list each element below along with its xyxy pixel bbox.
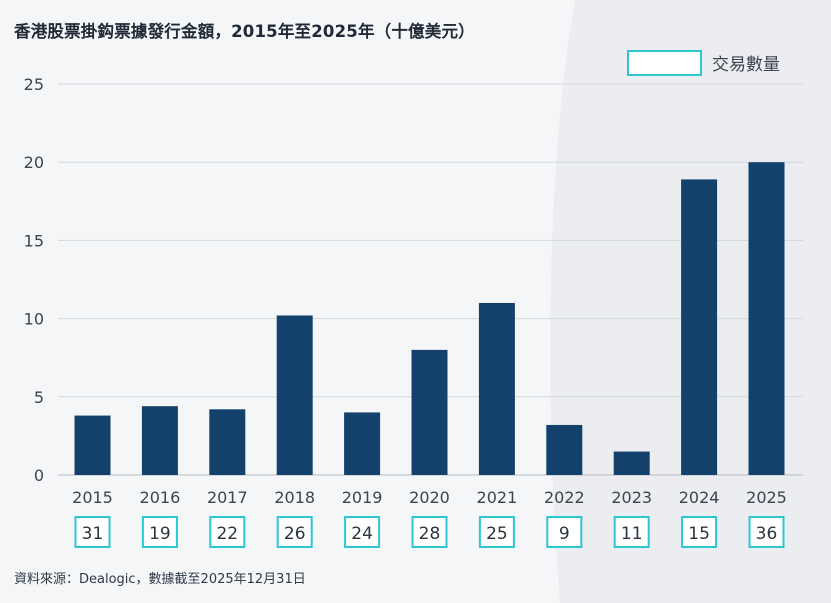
x-tick-label: 2024 xyxy=(679,488,720,507)
x-tick-label: 2015 xyxy=(72,488,113,507)
chart-title: 香港股票掛鈎票據發行金額，2015年至2025年（十億美元） xyxy=(14,22,475,41)
deal-count-box xyxy=(411,516,448,548)
deal-count-box xyxy=(681,516,718,548)
y-tick-label: 25 xyxy=(24,75,44,94)
deal-count-label: 31 xyxy=(82,524,104,544)
legend-label: 交易數量 xyxy=(712,55,780,75)
y-tick-label: 15 xyxy=(24,231,44,250)
deal-count-label: 26 xyxy=(284,524,306,544)
x-tick-label: 2021 xyxy=(477,488,518,507)
deal-count-box xyxy=(546,516,583,548)
y-tick-label: 5 xyxy=(34,388,44,407)
x-tick-label: 2016 xyxy=(140,488,181,507)
legend: 交易數量 xyxy=(627,50,780,76)
x-tick-label: 2022 xyxy=(544,488,585,507)
deal-count-box xyxy=(74,516,111,548)
bars xyxy=(74,162,785,476)
x-tick-label: 2023 xyxy=(611,488,652,507)
deal-count-label: 25 xyxy=(486,524,508,544)
x-tick-label: 2025 xyxy=(746,488,787,507)
legend-swatch-box xyxy=(627,50,702,76)
deal-count-box xyxy=(141,516,178,548)
bar xyxy=(411,349,448,475)
x-tick-label: 2017 xyxy=(207,488,248,507)
deal-count-box xyxy=(748,516,785,548)
bar xyxy=(613,451,650,475)
x-tick-label: 2020 xyxy=(409,488,450,507)
bar xyxy=(478,302,515,475)
deal-count-label: 24 xyxy=(351,524,373,544)
bar xyxy=(748,162,785,475)
source-note: 資料來源：Dealogic，數據截至2025年12月31日 xyxy=(14,572,306,587)
deal-count-box xyxy=(344,516,381,548)
deal-count-label: 28 xyxy=(419,524,441,544)
deal-count-box xyxy=(478,516,515,548)
bar xyxy=(546,424,583,475)
y-tick-label: 10 xyxy=(24,310,44,329)
deal-count-box xyxy=(209,516,246,548)
y-axis-ticks: 0 5 10 15 20 25 xyxy=(24,75,44,485)
bar xyxy=(141,406,178,475)
bar xyxy=(209,409,246,475)
bar xyxy=(276,315,313,475)
x-axis-ticks: 2015 2016 2017 2018 2019 2020 2021 2022 2023 2024… xyxy=(72,488,787,507)
deal-count-label: 36 xyxy=(756,524,778,544)
bar xyxy=(344,412,381,475)
deal-count-label: 11 xyxy=(621,524,643,544)
deal-count-boxes: 31 19 22 26 24 28 25 9 11 15 36 xyxy=(74,516,785,548)
y-tick-label: 20 xyxy=(24,153,44,172)
deal-count-box xyxy=(613,516,650,548)
deal-count-label: 9 xyxy=(559,524,570,544)
deal-count-label: 22 xyxy=(216,524,238,544)
bar xyxy=(74,415,111,475)
x-tick-label: 2018 xyxy=(274,488,315,507)
deal-count-label: 15 xyxy=(688,524,710,544)
deal-count-label: 19 xyxy=(149,524,171,544)
deal-count-box xyxy=(276,516,313,548)
x-tick-label: 2019 xyxy=(342,488,383,507)
bar xyxy=(681,179,718,476)
y-tick-label: 0 xyxy=(34,466,44,485)
